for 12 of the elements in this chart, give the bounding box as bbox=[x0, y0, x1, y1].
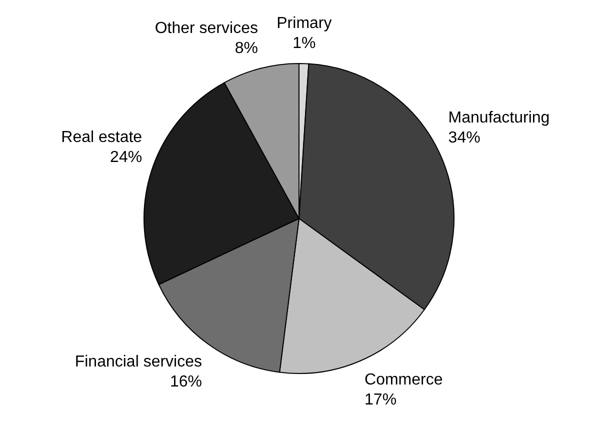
data-label: 8% bbox=[234, 40, 258, 58]
slice-label: Other services bbox=[154, 20, 258, 38]
slice-label: Commerce bbox=[364, 371, 443, 388]
data-label: 16% bbox=[170, 373, 202, 390]
slice-label: Financial services bbox=[74, 353, 202, 370]
data-label: 1% bbox=[292, 34, 316, 52]
data-label: 24% bbox=[110, 148, 142, 166]
slice-label: Primary bbox=[276, 14, 332, 32]
data-label: 17% bbox=[364, 391, 397, 408]
slice-label: Real estate bbox=[61, 128, 142, 146]
slice-label: Manufacturing bbox=[448, 110, 550, 127]
data-label: 34% bbox=[448, 130, 480, 147]
